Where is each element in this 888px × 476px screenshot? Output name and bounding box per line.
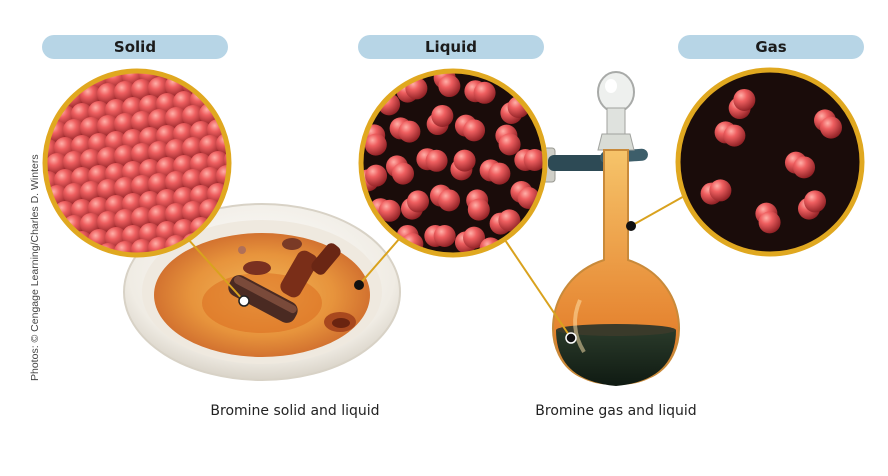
bromine-atom (438, 75, 461, 98)
bromine-atom (498, 209, 521, 232)
bromine-atom (54, 73, 76, 95)
bromine-atom (463, 119, 486, 142)
bromine-atom (131, 239, 153, 255)
bromine-atom (425, 149, 448, 172)
bromine-atom (216, 71, 229, 91)
bromine-atom (723, 124, 746, 147)
bromine-atom (438, 189, 461, 212)
solid-bromine-chunks (228, 238, 356, 332)
bromine-atom (364, 133, 387, 156)
bromine-atom (224, 71, 229, 75)
bromine-atom (199, 71, 221, 93)
gas-molecules (700, 88, 843, 234)
bromine-atom (233, 163, 255, 185)
bromine-atom (190, 71, 212, 79)
bromine-atom (241, 115, 263, 137)
bromine-atom (488, 162, 511, 185)
bromine-atom (54, 233, 76, 255)
liquid-magnified-circle (358, 68, 548, 258)
bromine-atom (241, 83, 263, 105)
bromine-atom (398, 120, 421, 143)
bromine-atom (758, 211, 781, 234)
bromine-atom (392, 162, 415, 185)
bromine-atom (45, 71, 51, 81)
bromine-atom (523, 149, 545, 171)
bromine-atom (463, 226, 486, 249)
liquid-flask-connector-line (504, 239, 572, 339)
connector-dots (238, 221, 636, 344)
bromine-atom (63, 247, 85, 255)
bowl-photo (123, 203, 401, 381)
bromine-atom (467, 198, 490, 221)
bromine-atom (498, 133, 521, 156)
bromine-atom (793, 156, 816, 179)
gas-label: Gas (678, 35, 864, 59)
bromine-atom (709, 179, 732, 202)
bromine-atom (431, 104, 454, 127)
solid-connector-line (186, 237, 245, 302)
bromine-atom (241, 179, 263, 201)
bromine-atom (233, 99, 255, 121)
bromine-atom (433, 225, 456, 247)
bromine-atom (407, 190, 430, 213)
flask-photo (534, 71, 680, 386)
bromine-atom (378, 199, 401, 222)
gas-magnified-circle (675, 67, 865, 257)
bromine-atom (45, 91, 51, 113)
bromine-atom (473, 81, 496, 104)
flask-caption: Bromine gas and liquid (535, 403, 697, 419)
bromine-atom (224, 85, 229, 107)
bromine-atom (365, 164, 388, 187)
photo-credit: Photos: © Cengage Learning/Charles D. Wi… (29, 154, 41, 381)
liquid-label: Liquid (358, 35, 544, 59)
bromine-atom (804, 190, 827, 213)
bromine-atom (233, 35, 255, 57)
bromine-atom (233, 67, 255, 89)
bromine-atom (241, 51, 263, 73)
bromine-atom (233, 131, 255, 153)
bowl-caption: Bromine solid and liquid (210, 403, 380, 419)
bromine-atom (241, 147, 263, 169)
bromine-atom (733, 88, 756, 111)
bromine-atom (46, 249, 68, 255)
bromine-atom (820, 116, 843, 139)
bromine-atom (46, 71, 68, 79)
bromine-atom (453, 149, 476, 172)
liquid-bowl-connector-line (358, 237, 401, 286)
bromine-atom (45, 75, 59, 97)
solid-label: Solid (42, 35, 228, 59)
